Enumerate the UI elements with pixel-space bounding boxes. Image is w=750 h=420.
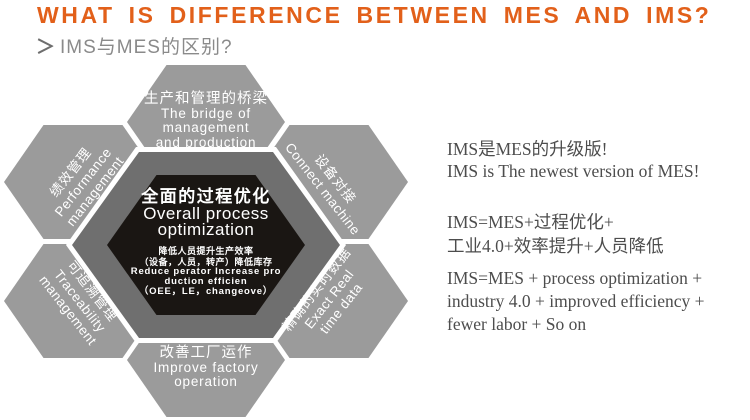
note-line: IMS is The newest version of MES! (447, 161, 700, 181)
notes-panel: IMS是MES的升级版! IMS is The newest version o… (447, 138, 747, 336)
center-title-zh: 全面的过程优化 (141, 187, 271, 206)
hexagon-top-label-en: and production (155, 134, 257, 150)
note-line: industry 4.0 + improved efficiency + (447, 291, 705, 311)
chevron-right-icon: ＞ (36, 37, 57, 58)
center-sub-en: duction efficien (164, 276, 248, 287)
center-sub-zh: （设备，人员，转产）降低库存 (139, 256, 273, 267)
hexagon-bottom-label-en: Improve factory (153, 359, 259, 375)
center-sub-en: （OEE，LE，changeove） (138, 286, 274, 297)
page-subtitle-text: IMS与MES的区别? (60, 37, 233, 58)
note-line: IMS是MES的升级版! (447, 139, 608, 159)
note-line: 工业4.0+效率提升+人员降低 (447, 236, 664, 256)
hexagon-top-label: 生产和管理的桥梁 The bridge of management and pr… (111, 92, 301, 150)
hexagon-bottom-label-en: operation (174, 374, 238, 389)
hexagon-top-label-zh: 生产和管理的桥梁 (144, 91, 268, 107)
hexagon-center-label: 全面的过程优化 Overall process optimization 降低人… (107, 175, 305, 315)
center-title-en: Overall process (143, 204, 269, 223)
hexagon-top-label-en: management (162, 120, 250, 135)
hexagon-bottom-label-zh: 改善工厂运作 (159, 345, 253, 361)
hexagon-top-label-en: The bridge of (161, 105, 251, 121)
center-sub-zh: 降低人员提升生产效率 (158, 246, 254, 256)
hexagon-bottom-label: 改善工厂运作 Improve factory operation (111, 346, 301, 390)
page-subtitle: ＞ IMS与MES的区别? (36, 32, 233, 59)
page-title: WHAT IS DIFFERENCE BETWEEN MES AND IMS? (37, 2, 712, 28)
note-line: IMS=MES + process optimization + (447, 268, 703, 288)
center-title-en: optimization (157, 220, 255, 239)
note-line: fewer labor + So on (447, 314, 587, 334)
note-line: IMS=MES+过程优化+ (447, 212, 614, 232)
center-sub-en: Reduce perator Increase pro (130, 266, 282, 277)
